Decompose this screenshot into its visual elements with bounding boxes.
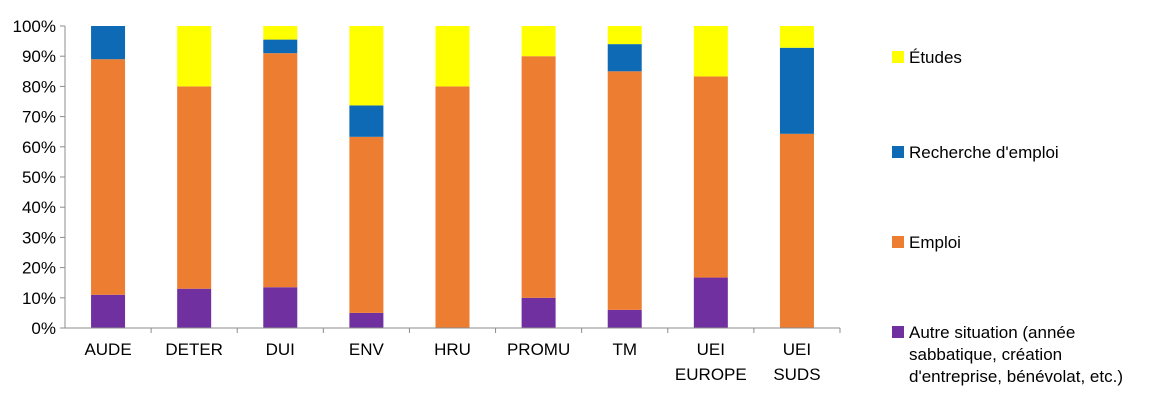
bar-segment bbox=[91, 26, 126, 60]
x-axis: AUDE DETER DUI ENV HRU PROMU TM UEI EUROPE UEI SUD… bbox=[65, 327, 841, 384]
bar-segment bbox=[349, 136, 384, 313]
bar-segment bbox=[779, 133, 814, 328]
legend-swatch bbox=[892, 236, 904, 248]
y-axis: 0% 10% 20% 30% 40% 50% 60% 70% 80% 90% 100% bbox=[13, 17, 66, 338]
y-tick-label: 40% bbox=[22, 198, 56, 217]
bar-segment bbox=[693, 76, 728, 278]
y-tick-label: 20% bbox=[22, 259, 56, 278]
legend-label: Études bbox=[909, 48, 962, 67]
legend-label: Autre situation (année bbox=[909, 323, 1075, 342]
bar-segment bbox=[607, 26, 642, 45]
legend-swatch bbox=[892, 51, 904, 63]
bar-segment bbox=[693, 26, 728, 77]
bar-segment bbox=[607, 309, 642, 328]
legend-label: Emploi bbox=[909, 233, 961, 252]
bar-segment bbox=[521, 56, 556, 298]
legend-swatch bbox=[892, 146, 904, 158]
bar-segment bbox=[263, 287, 298, 328]
bar-segment bbox=[349, 26, 384, 106]
bar-segment bbox=[435, 26, 470, 87]
y-tick-label: 60% bbox=[22, 138, 56, 157]
x-tick-label: SUDS bbox=[773, 365, 820, 384]
bar-segment bbox=[263, 39, 298, 54]
bar-segment bbox=[177, 86, 212, 289]
legend-label: Recherche d'emploi bbox=[909, 143, 1059, 162]
bar-segment bbox=[263, 53, 298, 288]
bar-segment bbox=[263, 26, 298, 40]
bar-segment bbox=[349, 105, 384, 137]
bar-segment bbox=[693, 277, 728, 328]
bar-segment bbox=[177, 288, 212, 328]
x-tick-label: DETER bbox=[165, 340, 223, 359]
x-tick-label: TM bbox=[612, 340, 637, 359]
x-tick-label: UEI bbox=[783, 340, 811, 359]
bar-segment bbox=[177, 26, 212, 87]
legend-label: d'entreprise, bénévolat, etc.) bbox=[909, 367, 1123, 386]
x-tick-label: HRU bbox=[434, 340, 471, 359]
bar-segment bbox=[349, 312, 384, 328]
y-tick-label: 80% bbox=[22, 77, 56, 96]
y-tick-label: 10% bbox=[22, 289, 56, 308]
bar-segment bbox=[779, 26, 814, 48]
bar-segment bbox=[607, 44, 642, 72]
x-tick-label: PROMU bbox=[507, 340, 570, 359]
bar-segment bbox=[521, 26, 556, 57]
y-tick-label: 70% bbox=[22, 108, 56, 127]
legend-label: sabbatique, création bbox=[909, 345, 1062, 364]
bar-segment bbox=[779, 47, 814, 134]
y-tick-label: 50% bbox=[22, 168, 56, 187]
bar-segment bbox=[607, 71, 642, 310]
x-tick-label: UEI bbox=[697, 340, 725, 359]
x-tick-label: AUDE bbox=[84, 340, 131, 359]
legend: Études Recherche d'emploi Emploi Autre situ… bbox=[892, 48, 1123, 386]
y-tick-label: 0% bbox=[31, 319, 56, 338]
bar-segment bbox=[91, 59, 126, 295]
x-tick-label: ENV bbox=[349, 340, 385, 359]
y-tick-label: 90% bbox=[22, 47, 56, 66]
y-tick-label: 100% bbox=[13, 17, 56, 36]
y-tick-label: 30% bbox=[22, 228, 56, 247]
bar-segment bbox=[435, 86, 470, 329]
x-tick-label: DUI bbox=[266, 340, 295, 359]
bar-segment bbox=[521, 297, 556, 328]
x-tick-label: EUROPE bbox=[675, 365, 747, 384]
legend-swatch bbox=[892, 326, 904, 338]
bar-segment bbox=[91, 294, 126, 328]
bars bbox=[91, 26, 814, 329]
